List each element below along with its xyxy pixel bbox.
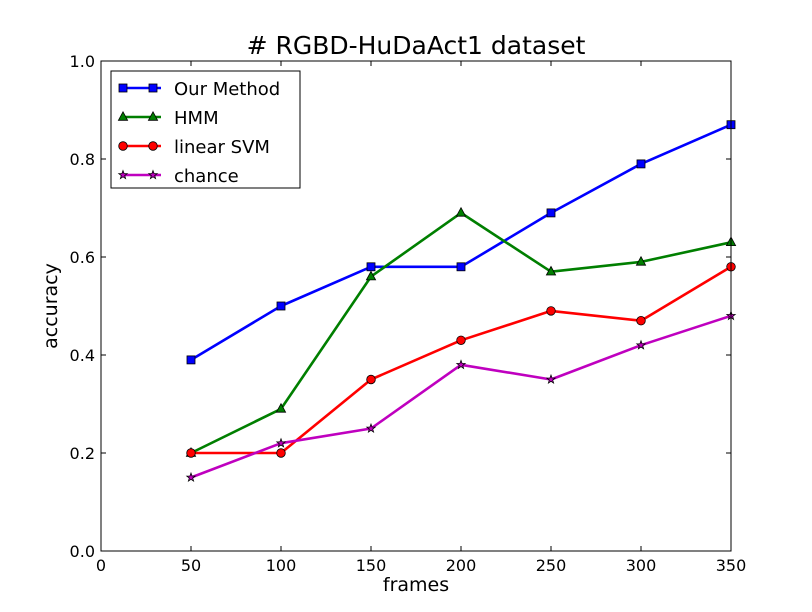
data-point-2-3 <box>456 335 466 346</box>
data-point-2-0 <box>186 448 196 458</box>
series-3 <box>185 310 737 483</box>
x-tick-label-4: 200 <box>446 556 477 575</box>
y-axis-label: accuracy <box>40 263 62 349</box>
y-tick-label-5: 1.0 <box>70 52 95 71</box>
data-point-1-2 <box>365 270 377 281</box>
series-0 <box>186 120 736 365</box>
legend-label-2: linear SVM <box>174 137 270 158</box>
y-tick-label-0: 0.0 <box>70 542 95 561</box>
legend: Our Method HMM linear SVM chance <box>110 70 301 189</box>
legend-marker-left-2 <box>118 141 128 151</box>
legend-label-1: HMM <box>174 108 219 129</box>
data-point-0-3 <box>456 262 466 272</box>
legend-label-3: chance <box>174 166 239 187</box>
legend-marker-left-0 <box>118 83 128 93</box>
data-point-3-0 <box>185 471 197 483</box>
y-tick-label-3: 0.6 <box>70 248 95 267</box>
data-point-2-2 <box>366 374 376 385</box>
legend-marker-right-2 <box>148 141 158 151</box>
legend-label-0: Our Method <box>174 79 280 100</box>
plot-frame <box>100 60 732 552</box>
data-point-1-3 <box>455 206 467 217</box>
series-2 <box>186 262 736 458</box>
x-tick-label-7: 350 <box>716 556 747 575</box>
data-point-2-4 <box>546 306 556 316</box>
data-point-2-1 <box>276 448 286 458</box>
legend-marker-right-0 <box>148 83 158 93</box>
data-point-0-1 <box>276 301 286 311</box>
y-tick-label-4: 0.8 <box>70 150 95 169</box>
y-tick-label-1: 0.2 <box>70 444 95 463</box>
data-point-3-1 <box>275 437 287 448</box>
y-tick-label-2: 0.4 <box>70 346 95 365</box>
data-point-0-4 <box>546 208 556 218</box>
data-point-0-2 <box>366 262 376 272</box>
x-tick-label-2: 100 <box>266 556 297 575</box>
x-tick-label-0: 0 <box>96 556 106 575</box>
data-point-1-4 <box>545 265 557 276</box>
data-point-3-2 <box>365 422 377 434</box>
data-point-0-5 <box>636 159 646 169</box>
data-point-3-5 <box>635 339 647 350</box>
legend-marker-right-1 <box>147 110 159 121</box>
x-tick-label-5: 250 <box>536 556 567 575</box>
data-point-0-0 <box>186 355 196 365</box>
data-point-1-1 <box>275 402 287 413</box>
legend-marker-left-3 <box>117 169 129 180</box>
x-tick-label-6: 300 <box>626 556 657 575</box>
data-point-3-4 <box>545 373 557 385</box>
plot-area: 0 50 100 150 200 250 300 350 0.0 0.2 0.4 0.6 0.8 1.0 <box>70 52 747 575</box>
data-point-2-5 <box>636 316 646 326</box>
legend-marker-right-3 <box>147 169 159 180</box>
x-tick-label-3: 150 <box>356 556 387 575</box>
legend-box <box>110 70 301 189</box>
data-point-3-3 <box>455 359 467 370</box>
x-axis-label: frames <box>383 574 449 596</box>
chart-title: # RGBD-HuDaAct1 dataset <box>247 31 586 60</box>
legend-marker-left-1 <box>117 110 129 121</box>
x-tick-label-1: 50 <box>181 556 201 575</box>
data-point-1-5 <box>635 255 647 266</box>
